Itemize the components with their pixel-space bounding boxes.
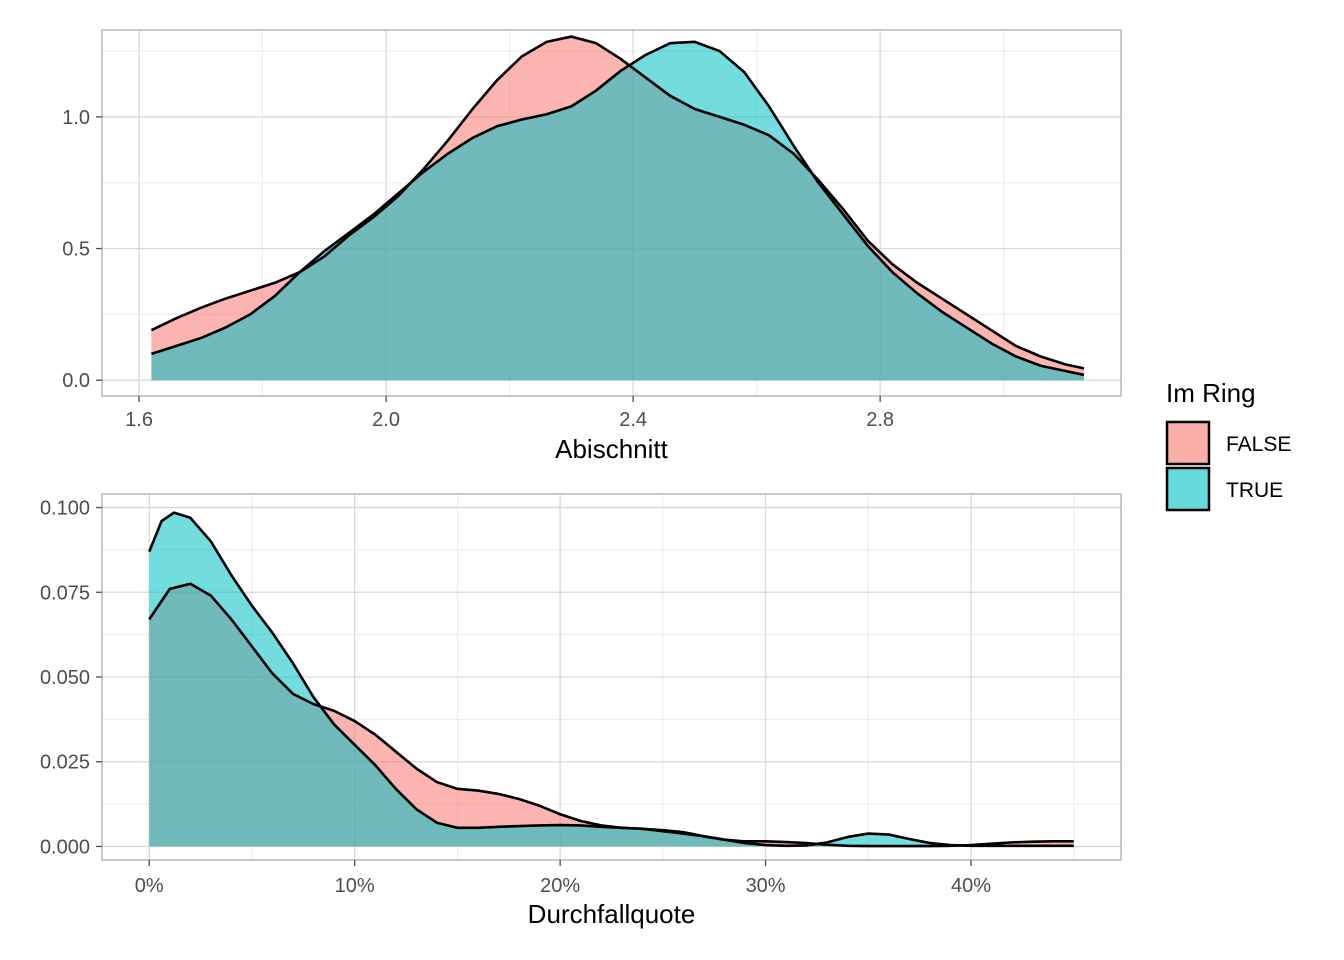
x-tick-label: 2.8 (866, 409, 894, 431)
x-tick-label: 0% (135, 875, 164, 897)
density-curve-true (148, 511, 1074, 848)
legend-title: Im Ring (1166, 378, 1256, 408)
durchfallquote-axis-title: Durchfallquote (528, 899, 696, 929)
durchfallquote-density-panel: 0% 10% 20% 30% 40% 0.000 0.025 0.050 0.075 0.100 D… (40, 493, 1122, 929)
y-tick-label: 0.000 (40, 836, 90, 858)
density-area-true (149, 512, 1074, 847)
density-curve-false (150, 35, 1085, 370)
y-tick-label: 0.025 (40, 752, 90, 774)
x-tick-label: 10% (335, 875, 375, 897)
density-curve-true (151, 40, 1085, 377)
abischnitt-density-panel: 1.6 2.0 2.4 2.8 0.0 0.5 1.0 Abischnitt (62, 29, 1122, 464)
y-tick-label: 0.0 (62, 370, 90, 392)
x-tick-label: 40% (951, 875, 991, 897)
x-tick-label: 1.6 (125, 409, 153, 431)
panel-border (101, 29, 1122, 397)
legend-key-false (1165, 420, 1211, 466)
x-tick-label: 30% (746, 875, 786, 897)
x-tick-label: 20% (540, 875, 580, 897)
y-tick-label: 0.050 (40, 667, 90, 689)
abischnitt-axis-title: Abischnitt (555, 434, 668, 464)
x-tick-label: 2.0 (372, 409, 400, 431)
legend-label-false: FALSE (1226, 433, 1291, 456)
legend-key-true (1165, 466, 1211, 512)
y-tick-label: 0.100 (40, 498, 90, 520)
legend-label-true: TRUE (1226, 479, 1283, 502)
y-tick-label: 0.5 (62, 239, 90, 261)
x-tick-label: 2.4 (619, 409, 647, 431)
legend: Im Ring FALSE TRUE (1165, 378, 1291, 512)
y-tick-label: 0.075 (40, 582, 90, 604)
y-tick-label: 1.0 (62, 107, 90, 129)
density-area-true (151, 41, 1084, 381)
